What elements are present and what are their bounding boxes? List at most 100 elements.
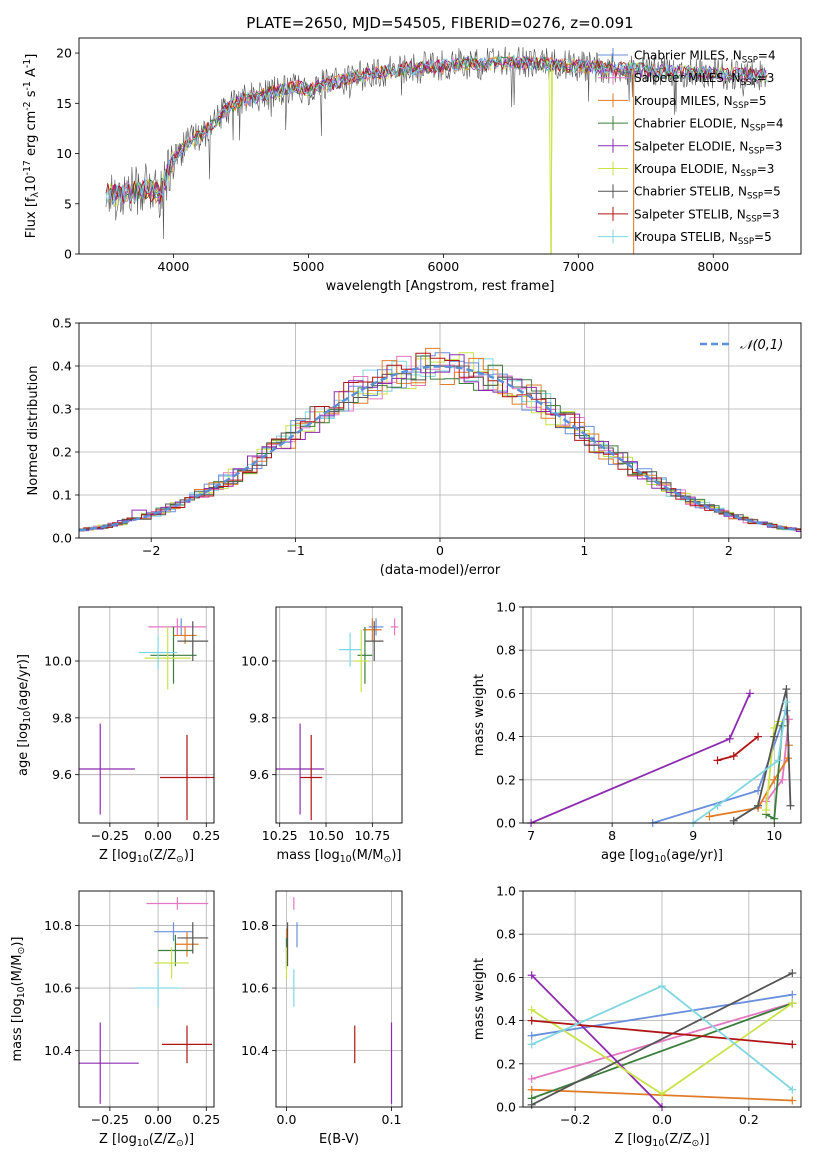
x-tick-label: 1 xyxy=(580,543,588,558)
histogram-chabrier_stelib xyxy=(79,364,801,533)
x-tick-label: −0.25 xyxy=(91,828,129,843)
mass_vs_ebv-axes: 0.0 0.1 10.4 10.6 10.8 E(B-V) xyxy=(241,891,402,1147)
y-tick-label: 0.2 xyxy=(496,1056,516,1071)
mass_vs_Z-ylabel: mass [log10(M/M⊙)] xyxy=(10,937,27,1062)
mass_vs_Z-frame xyxy=(78,890,215,1108)
weight_vs_age-axes: 7 8 9 10 0.0 0.2 0.4 0.6 0.8 1.0 age [log10(age/yr… xyxy=(472,600,801,865)
x-tick-label: 5000 xyxy=(293,259,325,274)
mass_vs_Z-xlabel: Z [log10(Z/Z⊙)] xyxy=(99,1132,194,1149)
weight-line-salpeter_stelib xyxy=(717,735,759,762)
x-tick-label: 0.2 xyxy=(739,1112,759,1127)
spectrum-axes: 4000 5000 6000 7000 8000 0 5 10 15 20 wavelength [… xyxy=(22,46,729,294)
y-tick-label: 5 xyxy=(64,196,72,211)
weight_vs_age-ylabel: mass weight xyxy=(472,674,487,756)
y-tick-label: 15 xyxy=(56,96,72,111)
y-tick-label: 0.2 xyxy=(52,445,72,460)
histogram-kroupa_stelib xyxy=(79,358,801,531)
legend-entry: Kroupa MILES, NSSP=5 xyxy=(634,94,767,111)
weight_vs_age-xlabel: age [log10(age/yr)] xyxy=(601,848,723,865)
weight-line-chabrier_miles xyxy=(531,993,793,1037)
y-tick-label: 10.6 xyxy=(44,981,72,996)
mass_vs_Z-axes: −0.25 0.00 0.25 10.4 10.6 10.8 Z [log10(Z/Z⊙)]… xyxy=(10,891,220,1149)
y-tick-label: 10.4 xyxy=(241,1043,269,1058)
y-tick-label: 0.6 xyxy=(496,686,516,701)
y-tick-label: 20 xyxy=(56,46,72,61)
weight-line-kroupa_stelib xyxy=(692,701,788,823)
y-tick-label: 0.3 xyxy=(52,402,72,417)
y-tick-label: 9.6 xyxy=(52,767,72,782)
y-tick-label: 0.0 xyxy=(496,816,516,831)
y-tick-label: 0.5 xyxy=(52,316,72,331)
weight_vs_Z-frame xyxy=(522,890,802,1108)
spectrum-xlabel: wavelength [Angstrom, rest frame] xyxy=(326,279,555,294)
spectrum-line-kroupa_elodie xyxy=(108,54,767,254)
x-tick-label: 7000 xyxy=(562,259,594,274)
legend-entry-normal: 𝒩(0,1) xyxy=(740,338,783,353)
age_vs_Z-xlabel: Z [log10(Z/Z⊙)] xyxy=(99,848,194,865)
legend-entry: Kroupa ELODIE, NSSP=3 xyxy=(634,162,774,179)
y-tick-label: 10.0 xyxy=(44,654,72,669)
x-tick-label: 2 xyxy=(725,543,733,558)
y-tick-label: 0.1 xyxy=(52,488,72,503)
x-tick-label: 4000 xyxy=(158,259,190,274)
legend-entry: Chabrier MILES, NSSP=4 xyxy=(634,49,776,66)
spectrum-frame xyxy=(78,37,802,255)
y-tick-label: 0.6 xyxy=(496,970,516,985)
x-tick-label: −2 xyxy=(142,543,160,558)
x-tick-label: 0.00 xyxy=(144,828,172,843)
mass_vs_ebv-xlabel: E(B-V) xyxy=(319,1132,359,1147)
y-tick-label: 0.0 xyxy=(496,1100,516,1115)
x-tick-label: −0.25 xyxy=(91,1112,129,1127)
y-tick-label: 9.8 xyxy=(249,710,269,725)
weight-line-salpeter_miles xyxy=(531,1002,793,1080)
spectrum-ylabel: Flux [fλ10-17 erg cm-2 s-1 A-1] xyxy=(22,54,41,239)
y-tick-label: 0.8 xyxy=(496,927,516,942)
legend-entry: Salpeter STELIB, NSSP=3 xyxy=(634,207,780,224)
x-tick-label: 7 xyxy=(527,828,535,843)
legend-entry: Kroupa STELIB, NSSP=5 xyxy=(634,230,772,247)
spectrum-line-kroupa_stelib xyxy=(105,53,768,203)
legend-entry: Chabrier STELIB, NSSP=5 xyxy=(634,185,781,202)
y-tick-label: 1.0 xyxy=(496,884,516,899)
weight_vs_Z-xlabel: Z [log10(Z/Z⊙)] xyxy=(614,1132,709,1149)
age_vs_mass-axes: 10.25 10.50 10.75 9.6 9.8 10.0 mass [log10(M/M… xyxy=(241,607,402,865)
x-tick-label: 0.00 xyxy=(144,1112,172,1127)
x-tick-label: −1 xyxy=(286,543,304,558)
legend-entry: Salpeter ELODIE, NSSP=3 xyxy=(634,139,782,156)
x-tick-label: −0.2 xyxy=(560,1112,590,1127)
spectrum-title: PLATE=2650, MJD=54505, FIBERID=0276, z=0… xyxy=(246,14,633,32)
x-tick-label: 0.1 xyxy=(382,1112,402,1127)
x-tick-label: 6000 xyxy=(427,259,459,274)
y-tick-label: 10.0 xyxy=(241,654,269,669)
y-tick-label: 9.6 xyxy=(249,767,269,782)
histogram-salpeter_stelib xyxy=(79,352,801,532)
weight_vs_Z-axes: −0.2 0.0 0.2 0.0 0.2 0.4 0.6 0.8 1.0 Z [log10(Z/Z… xyxy=(472,884,801,1149)
spectrum-line-kroupa_miles xyxy=(108,55,633,205)
normal-curve xyxy=(79,365,799,532)
age_vs_Z-axes: −0.25 0.00 0.25 9.6 9.8 10.0 Z [log10(Z/Z⊙)] ag… xyxy=(16,607,220,865)
x-tick-label: 0.25 xyxy=(192,1112,220,1127)
y-tick-label: 10.8 xyxy=(241,918,269,933)
x-tick-label: 8000 xyxy=(697,259,729,274)
x-tick-label: 10 xyxy=(766,828,782,843)
weight_vs_Z-ylabel: mass weight xyxy=(472,958,487,1040)
weight-line-chabrier_stelib xyxy=(531,972,793,1106)
y-tick-label: 0 xyxy=(64,247,72,262)
residuals-axes: −2 −1 0 1 2 0.0 0.1 0.2 0.3 0.4 0.5 (data-model)/er… xyxy=(26,316,801,578)
y-tick-label: 1.0 xyxy=(496,600,516,615)
y-tick-label: 0.0 xyxy=(52,531,72,546)
x-tick-label: 0.0 xyxy=(277,1112,297,1127)
y-tick-label: 0.4 xyxy=(496,1013,516,1028)
residuals-frame xyxy=(78,322,802,539)
age_vs_mass-frame xyxy=(275,606,403,824)
age_vs_mass-xlabel: mass [log10(M/M⊙)] xyxy=(277,848,402,865)
y-tick-label: 10.8 xyxy=(44,918,72,933)
weight-line-salpeter_elodie xyxy=(531,974,663,1107)
y-tick-label: 0.4 xyxy=(52,359,72,374)
y-tick-label: 0.8 xyxy=(496,643,516,658)
y-tick-label: 10 xyxy=(56,146,72,161)
x-tick-label: 0 xyxy=(436,543,444,558)
y-tick-label: 0.4 xyxy=(496,729,516,744)
x-tick-label: 10.75 xyxy=(354,828,390,843)
